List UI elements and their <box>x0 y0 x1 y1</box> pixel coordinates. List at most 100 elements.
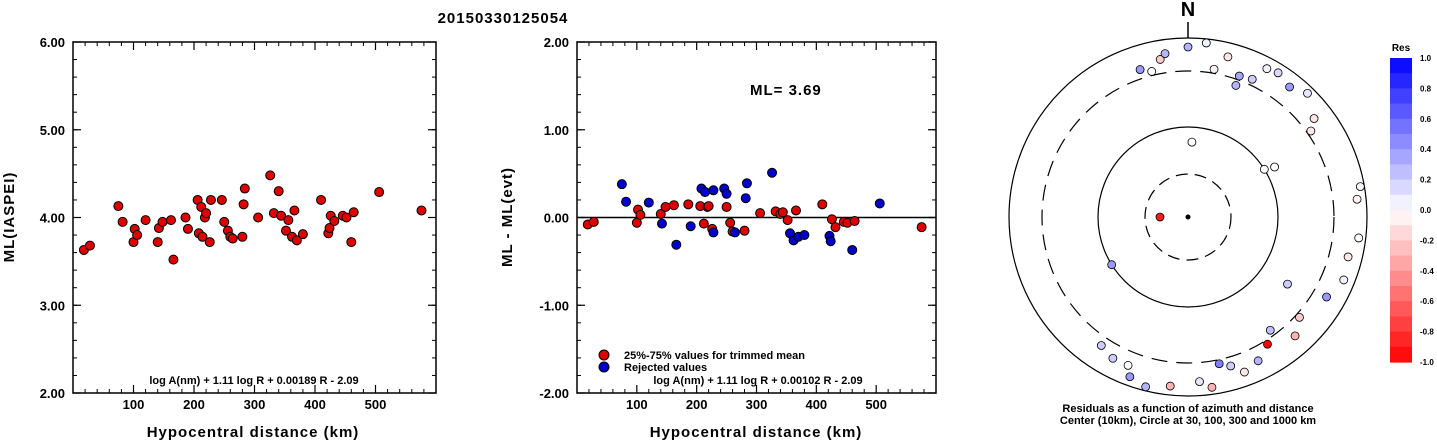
map-station <box>1262 64 1272 74</box>
colorbar-cell <box>1390 301 1412 317</box>
map-station <box>1165 381 1175 391</box>
map-station <box>1303 88 1312 98</box>
plot2-point <box>703 201 714 212</box>
plot2-point <box>616 179 627 190</box>
plot1-xtick-label: 100 <box>123 397 145 412</box>
plot2-point <box>655 208 666 219</box>
plot2-point <box>767 167 778 178</box>
plot1-point <box>227 233 238 244</box>
plot2-point <box>916 222 927 233</box>
plot1-point <box>348 207 359 218</box>
event-title: 20150330125054 <box>438 10 569 27</box>
plot1-point <box>265 170 276 181</box>
plot1-ytick-label: 6.00 <box>40 35 65 50</box>
colorbar-cell <box>1390 286 1412 302</box>
map-station <box>1125 372 1135 382</box>
panel-ml-vs-distance: 100 200 300 400 500 2.00 3.00 4.00 5.00 6.00 ML(I… <box>1 35 437 441</box>
panel-residual-vs-distance: 100 200 300 400 500 -2.00 -1.00 0.00 1.00 2.00 ML… <box>499 35 937 441</box>
plot1-ytick-label: 4.00 <box>40 211 65 226</box>
plot1-point <box>216 194 227 205</box>
colorbar-cell <box>1390 73 1412 89</box>
panel-azimuth-map: N Residuals as a function of azimuth and… <box>1008 0 1368 427</box>
plot2-xtick-label: 400 <box>805 397 827 412</box>
plot2-point <box>739 225 750 236</box>
plot1-xtick-label: 200 <box>183 397 205 412</box>
legend-label-rejected: Rejected values <box>624 362 707 374</box>
plot2-point <box>588 216 599 227</box>
plot1-point <box>374 187 385 198</box>
map-station <box>1309 114 1319 123</box>
colorbar-cell <box>1390 179 1412 196</box>
plot2-point <box>708 227 719 238</box>
plot1-point <box>205 194 216 205</box>
map-stations <box>1096 38 1365 392</box>
plot1-point <box>416 205 427 216</box>
center-dot <box>1185 214 1191 220</box>
map-station <box>1135 65 1145 74</box>
colorbar-label: -0.6 <box>1420 297 1434 306</box>
plot2-point <box>660 201 671 212</box>
map-station <box>1290 331 1300 341</box>
plot1-ticks: 100 200 300 400 500 2.00 3.00 4.00 5.00 6.00 <box>40 35 436 412</box>
plot2-point <box>708 185 719 196</box>
plot1-point <box>132 230 143 241</box>
colorbar-label: -0.8 <box>1420 328 1434 337</box>
map-station <box>1285 82 1294 92</box>
map-station <box>1283 279 1292 289</box>
map-station <box>1214 359 1224 369</box>
map-station <box>1226 361 1236 371</box>
map-station <box>1147 67 1157 76</box>
colorbar-label: 0.4 <box>1420 145 1432 154</box>
plot1-point <box>273 186 284 197</box>
map-station <box>1123 360 1133 370</box>
plot1-point <box>280 225 291 236</box>
map-station <box>1263 339 1272 349</box>
plot2-point <box>725 217 736 228</box>
plot2-point <box>817 199 828 210</box>
map-station <box>1339 275 1349 285</box>
plot1-point <box>113 201 124 212</box>
plot2-xlabel: Hypocentral distance (km) <box>650 424 863 441</box>
colorbar-cell <box>1390 331 1412 348</box>
plot1-ylabel: ML(IASPEI) <box>1 172 18 263</box>
plot1-point <box>276 210 287 221</box>
map-station <box>1322 292 1331 302</box>
colorbar-label: 1.0 <box>1420 54 1432 63</box>
map-station <box>1223 52 1233 62</box>
colorbar-cell <box>1390 118 1412 135</box>
plot2-ytick-label: 2.00 <box>544 35 569 50</box>
map-station <box>1160 49 1170 59</box>
map-station <box>1108 353 1118 363</box>
map-station <box>1306 126 1316 136</box>
plot2-point <box>874 198 885 209</box>
legend-marker-rejected <box>598 361 610 373</box>
plot2-point <box>782 215 793 226</box>
plot2-point <box>698 218 709 229</box>
ring-100km <box>1097 126 1279 308</box>
colorbar-cell <box>1390 149 1412 165</box>
legend-marker-trimmed <box>598 349 610 361</box>
plot1-point <box>182 223 193 234</box>
plot2-point <box>683 199 694 210</box>
plot1-xtick-label: 500 <box>365 397 387 412</box>
map-station <box>1183 42 1193 52</box>
plot2-point <box>729 227 740 238</box>
plot1-point <box>239 183 250 194</box>
plot1-point <box>316 194 327 205</box>
colorbar-labels: 1.0 0.8 0.6 0.4 0.2 0.0 -0.2 -0.4 -0.6 -0.8 -1.0 <box>1420 54 1434 367</box>
plot1-point <box>219 216 230 227</box>
plot1-point <box>289 205 300 216</box>
ring-30km <box>1144 173 1232 261</box>
map-station <box>1141 382 1151 392</box>
ring-1000km <box>1008 37 1368 397</box>
plot1-xtick-label: 400 <box>304 397 326 412</box>
plot2-point <box>656 218 667 229</box>
plot2-point <box>635 209 646 220</box>
map-caption-line1: Residuals as a function of azimuth and d… <box>1062 403 1313 415</box>
plot2-point <box>668 200 679 211</box>
colorbar-label: 0.2 <box>1420 176 1432 185</box>
colorbar-cell <box>1390 270 1412 287</box>
plot1-point <box>197 231 208 242</box>
colorbar-title: Res <box>1392 43 1411 54</box>
